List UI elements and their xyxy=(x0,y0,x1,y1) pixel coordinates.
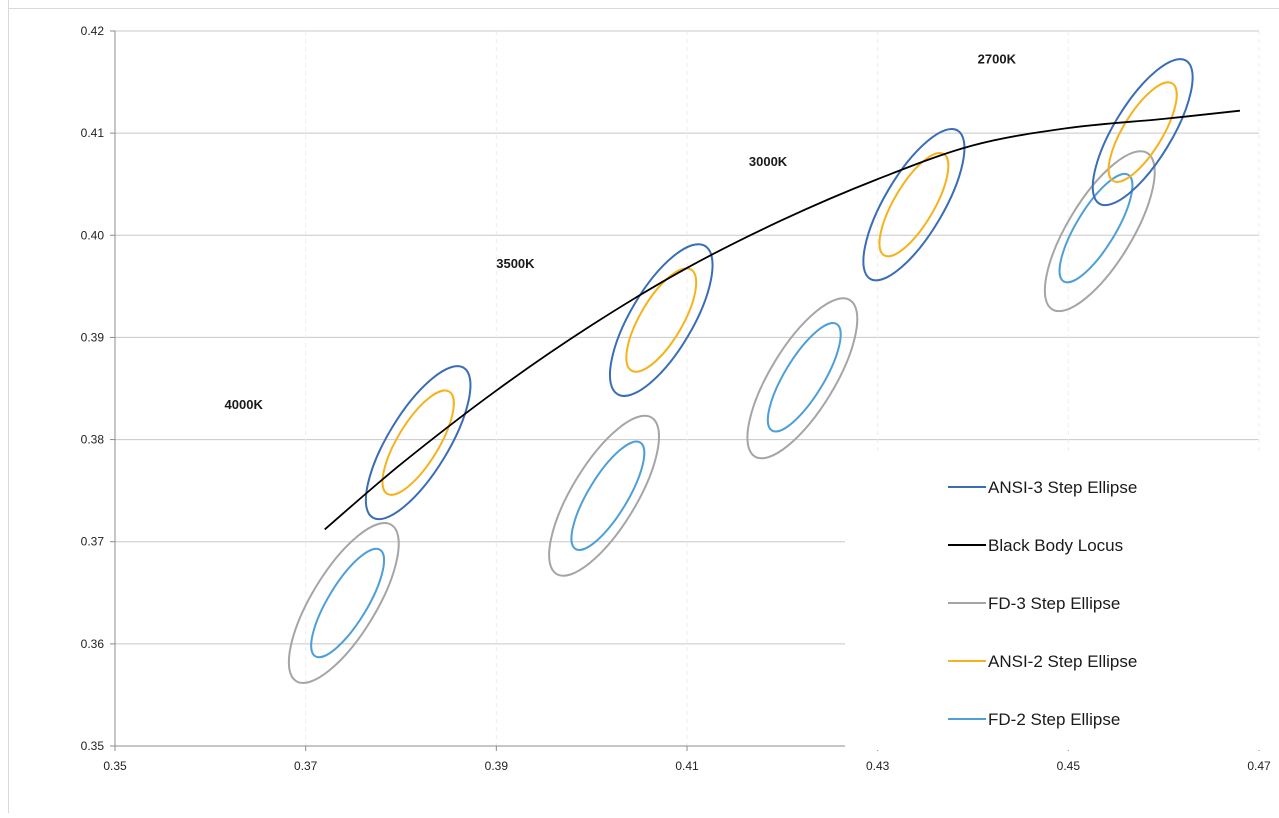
y-tick-label: 0.38 xyxy=(81,433,105,447)
ellipse-mark xyxy=(766,322,842,433)
ellipse-mark xyxy=(862,127,966,282)
legend-entry-label: ANSI-2 Step Ellipse xyxy=(988,652,1137,671)
legend-entry-label: Black Body Locus xyxy=(988,536,1123,555)
x-tick-label: 0.47 xyxy=(1247,759,1271,773)
ellipse-mark xyxy=(287,522,400,684)
legend-entry-label: FD-2 Step Ellipse xyxy=(988,710,1120,729)
ellipse-mark xyxy=(364,365,472,521)
ellipse-mark xyxy=(625,267,698,373)
y-tick-label: 0.40 xyxy=(81,228,105,242)
ellipse-mark xyxy=(746,297,859,460)
ellipse-mark xyxy=(570,440,646,551)
y-tick-label: 0.39 xyxy=(81,330,105,344)
legend: ANSI-3 Step Ellipse Black Body Locus FD-3 … xyxy=(948,478,1137,729)
cct-label: 4000K xyxy=(225,397,264,412)
y-tick-label: 0.42 xyxy=(81,24,105,38)
y-tick-label: 0.37 xyxy=(81,535,105,549)
x-tick-label: 0.43 xyxy=(866,759,890,773)
ellipse-mark xyxy=(608,243,714,397)
ellipse-mark xyxy=(1058,172,1134,284)
ellipse-mark xyxy=(381,389,455,496)
cct-labels: 4000K 3500K 3000K 2700K xyxy=(225,52,1017,412)
legend-entry-label: ANSI-3 Step Ellipse xyxy=(988,478,1137,497)
ellipse-mark xyxy=(548,414,661,577)
cct-label: 3500K xyxy=(496,256,535,271)
legend-entry-label: FD-3 Step Ellipse xyxy=(988,594,1120,613)
legend-box xyxy=(845,455,1279,750)
x-tick-label: 0.45 xyxy=(1057,759,1081,773)
y-tick-label: 0.36 xyxy=(81,637,105,651)
x-tick-label: 0.37 xyxy=(294,759,318,773)
ellipse-mark xyxy=(1043,150,1156,313)
data-series xyxy=(287,58,1241,684)
x-tick-label: 0.35 xyxy=(103,759,127,773)
tick-labels: 0.35 0.36 0.37 0.38 0.39 0.40 0.41 0.42 0.35 0.37… xyxy=(81,24,1271,773)
x-tick-label: 0.41 xyxy=(675,759,699,773)
y-tick-label: 0.35 xyxy=(81,739,105,753)
ellipse-mark xyxy=(310,547,386,659)
black-body-locus-line xyxy=(324,109,1241,531)
x-tick-label: 0.39 xyxy=(485,759,509,773)
ellipse-mark xyxy=(1091,58,1194,207)
y-tick-label: 0.41 xyxy=(81,126,105,140)
cct-label: 2700K xyxy=(978,52,1017,67)
cct-label: 3000K xyxy=(749,154,788,169)
